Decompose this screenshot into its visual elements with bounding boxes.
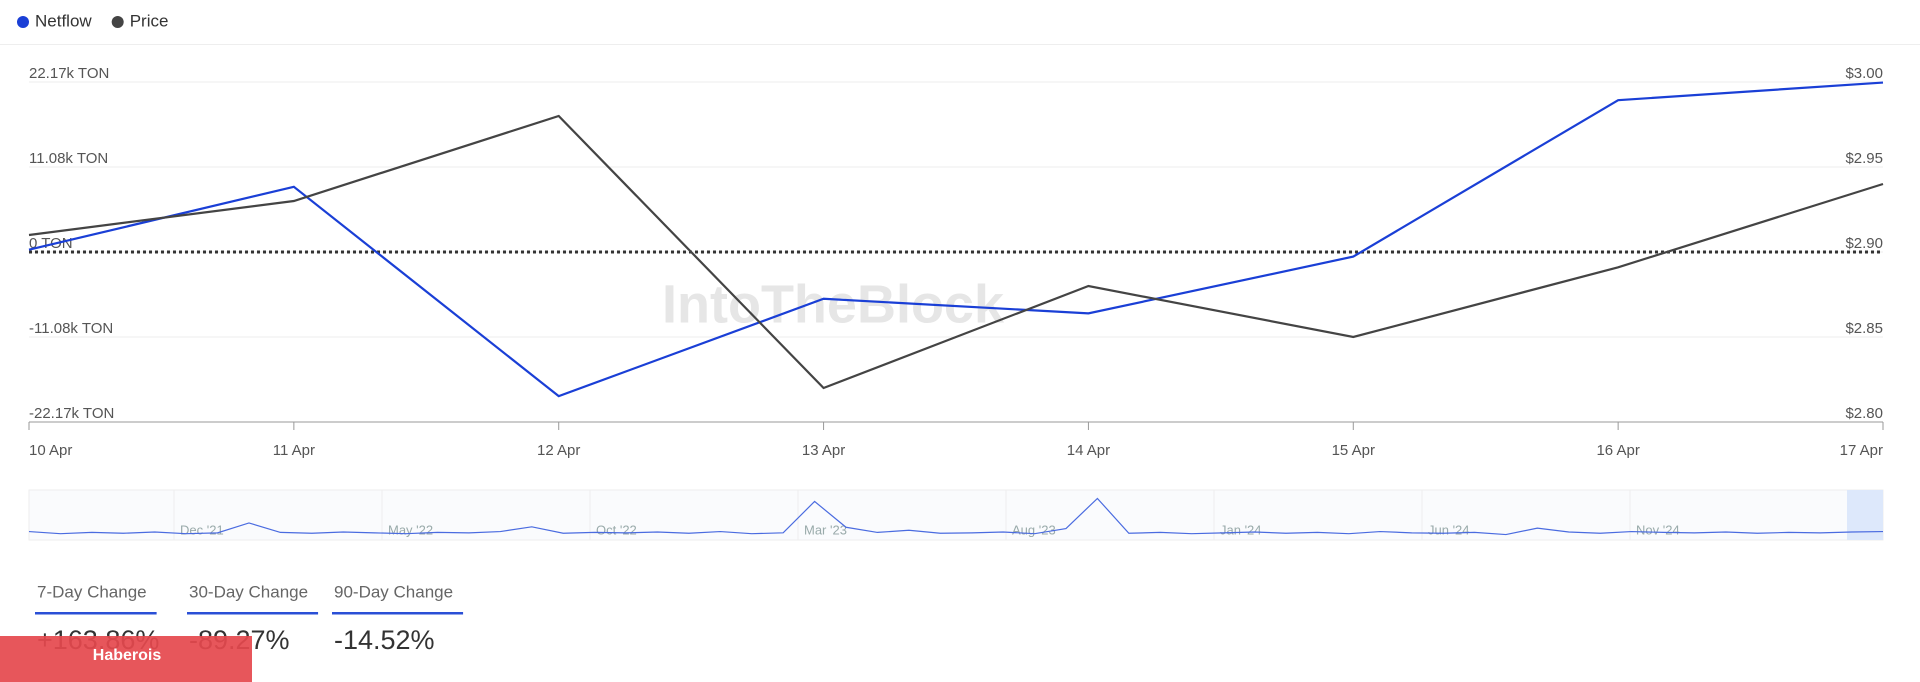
navigator-label: Mar '23	[804, 522, 847, 537]
navigator-label: Nov '24	[1636, 522, 1680, 537]
x-tick-label: 16 Apr	[1596, 442, 1639, 459]
series-line	[28, 81, 1884, 398]
x-tick-label: 10 Apr	[29, 442, 72, 459]
stat-label[interactable]: 90-Day Change	[334, 582, 453, 601]
navigator-line	[28, 497, 1884, 536]
x-tick-label: 13 Apr	[802, 442, 845, 459]
y-tick-label: -22.17k TON	[29, 405, 114, 422]
legend-label[interactable]: Price	[130, 11, 169, 30]
navigator-label: Aug '23	[1012, 522, 1056, 537]
navigator-label: May '22	[388, 522, 433, 537]
y-tick-label: 11.08k TON	[29, 150, 108, 167]
stat-underline	[35, 612, 157, 615]
x-tick-label: 12 Apr	[537, 442, 580, 459]
x-tick-label: 17 Apr	[1840, 442, 1883, 459]
y2-tick-label: $2.80	[1845, 405, 1883, 422]
x-tick-label: 15 Apr	[1332, 442, 1375, 459]
series-line	[28, 114, 1884, 390]
navigator-label: Dec '21	[180, 522, 224, 537]
stat-label[interactable]: 30-Day Change	[189, 582, 308, 601]
legend-marker[interactable]	[111, 16, 124, 28]
y2-tick-label: $2.85	[1845, 320, 1883, 337]
navigator-label: Jan '24	[1220, 522, 1262, 537]
navigator-label: Jun '24	[1428, 522, 1470, 537]
banner	[0, 636, 252, 682]
stat-value: -14.52%	[334, 625, 435, 655]
y2-tick-label: $2.90	[1845, 235, 1883, 252]
y-tick-label: -11.08k TON	[29, 320, 113, 337]
stat-label[interactable]: 7-Day Change	[37, 582, 147, 601]
x-tick-label: 11 Apr	[273, 442, 315, 459]
banner-text: Haberois	[93, 647, 162, 664]
y-tick-label: 22.17k TON	[29, 65, 109, 82]
stat-underline	[187, 612, 319, 615]
stat-underline	[332, 612, 464, 615]
y2-tick-label: $2.95	[1845, 150, 1883, 167]
watermark: IntoTheBlock	[662, 274, 1005, 334]
y2-tick-label: $3.00	[1845, 65, 1883, 82]
x-tick-label: 14 Apr	[1067, 442, 1110, 459]
navigator-label: Oct '22	[596, 522, 637, 537]
legend-marker[interactable]	[17, 16, 29, 28]
header-divider	[0, 44, 1920, 45]
legend-label[interactable]: Netflow	[35, 11, 92, 30]
